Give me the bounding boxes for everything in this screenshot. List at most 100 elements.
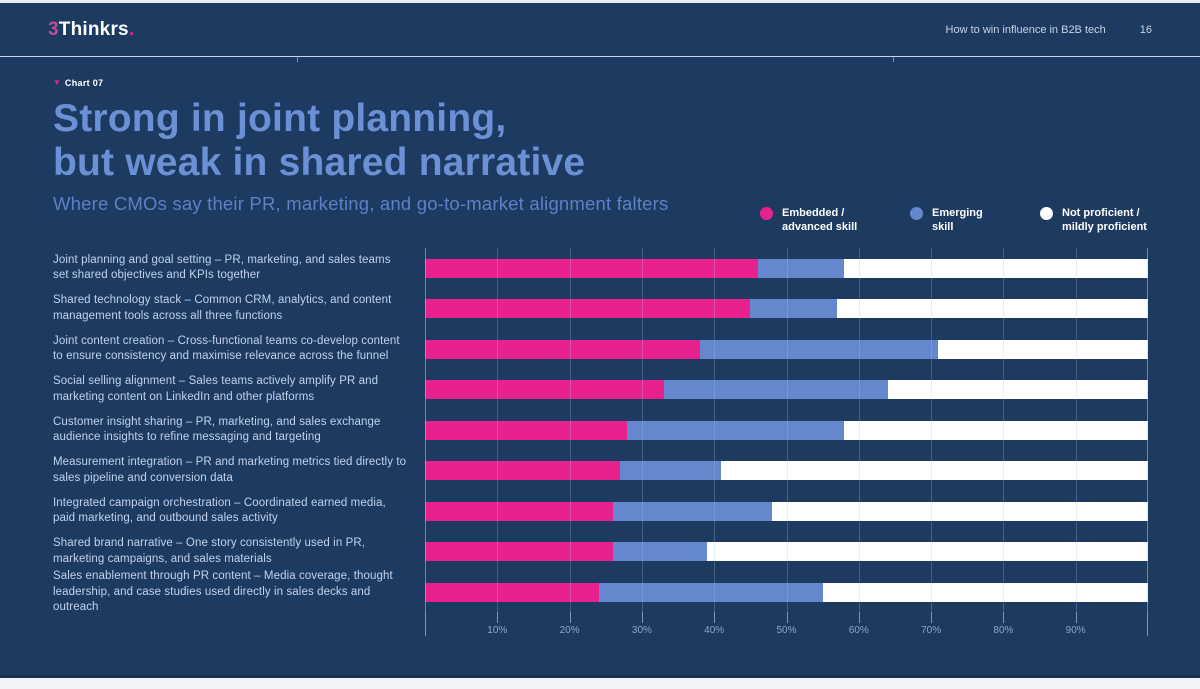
legend-label: Emerging skill bbox=[932, 207, 983, 234]
axis-tick-label: 20% bbox=[559, 625, 580, 637]
bar-segment-emerging-skill bbox=[627, 420, 845, 440]
logo-prefix: 3 bbox=[48, 18, 59, 40]
bar-track bbox=[425, 258, 1148, 278]
bar-segment-embedded-advanced-skill bbox=[425, 501, 613, 521]
bar-segment-embedded-advanced-skill bbox=[425, 380, 664, 400]
header-divider-tick bbox=[893, 56, 894, 62]
bar-segment-not-proficient-mildly-proficient bbox=[844, 420, 1148, 440]
bar-track bbox=[425, 542, 1148, 562]
slide-content: ▼ Chart 07 Strong in joint planning, but … bbox=[0, 78, 1200, 642]
bar-segment-not-proficient-mildly-proficient bbox=[837, 299, 1148, 319]
brand-logo: 3Thinkrs. bbox=[48, 19, 134, 41]
stacked-bar bbox=[425, 501, 1148, 521]
bottom-page-band bbox=[0, 678, 1200, 689]
legend-item-emerging: Emerging skill bbox=[910, 206, 1040, 234]
stacked-bar bbox=[425, 461, 1148, 481]
bar-segment-emerging-skill bbox=[699, 339, 939, 359]
axis-tick bbox=[569, 612, 571, 624]
stacked-bar bbox=[425, 339, 1148, 359]
bar-segment-emerging-skill bbox=[612, 501, 773, 521]
bar-segment-emerging-skill bbox=[663, 380, 888, 400]
page-number: 16 bbox=[1139, 23, 1152, 36]
bar-segment-embedded-advanced-skill bbox=[425, 258, 758, 278]
axis-tick bbox=[1003, 612, 1005, 624]
bar-row: Integrated campaign orchestration – Coor… bbox=[53, 491, 1148, 532]
bar-segment-embedded-advanced-skill bbox=[425, 542, 613, 562]
axis-tick bbox=[858, 612, 860, 624]
logo-name: Thinkrs bbox=[58, 18, 129, 40]
legend-dot bbox=[910, 207, 923, 220]
axis-tick-label: 50% bbox=[776, 625, 797, 637]
legend-label: Not proficient / mildly proficient bbox=[1062, 207, 1147, 234]
bar-track bbox=[425, 501, 1148, 521]
legend-dot bbox=[1040, 207, 1053, 220]
category-label: Joint content creation – Cross-functiona… bbox=[53, 334, 400, 363]
bar-row: Joint planning and goal setting – PR, ma… bbox=[53, 248, 1148, 289]
title-line-2: but weak in shared narrative bbox=[53, 141, 586, 185]
subtitle: Where CMOs say their PR, marketing, and … bbox=[53, 192, 669, 214]
axis-tick-label: 80% bbox=[993, 625, 1014, 637]
legend: Embedded / advanced skill Emerging skill N… bbox=[760, 206, 1160, 234]
bar-track bbox=[425, 339, 1148, 359]
stacked-bar bbox=[425, 582, 1148, 602]
legend-label: Embedded / advanced skill bbox=[782, 207, 858, 234]
bar-track bbox=[425, 461, 1148, 481]
title-line-1: Strong in joint planning, bbox=[53, 97, 507, 140]
bar-segment-not-proficient-mildly-proficient bbox=[938, 339, 1148, 359]
chart-tag: ▼ Chart 07 bbox=[53, 78, 1148, 88]
axis-tick bbox=[1147, 612, 1148, 637]
category-label: Sales enablement through PR content – Me… bbox=[53, 570, 393, 613]
bar-row: Shared technology stack – Common CRM, an… bbox=[53, 288, 1148, 329]
bar-row: Measurement integration – PR and marketi… bbox=[53, 450, 1148, 491]
triangle-marker-icon: ▼ bbox=[53, 78, 61, 87]
stacked-bar bbox=[425, 542, 1148, 562]
bar-segment-embedded-advanced-skill bbox=[425, 582, 599, 602]
header-right: How to win influence in B2B tech 16 bbox=[946, 24, 1152, 36]
bar-segment-not-proficient-mildly-proficient bbox=[844, 258, 1148, 278]
legend-dot bbox=[760, 207, 773, 220]
bar-segment-not-proficient-mildly-proficient bbox=[721, 461, 1148, 481]
bar-segment-emerging-skill bbox=[750, 299, 838, 319]
category-label: Shared brand narrative – One story consi… bbox=[53, 537, 366, 565]
bar-segment-emerging-skill bbox=[620, 461, 722, 481]
legend-item-embedded: Embedded / advanced skill bbox=[760, 206, 910, 234]
bar-segment-not-proficient-mildly-proficient bbox=[822, 582, 1148, 602]
stacked-bar bbox=[425, 380, 1148, 400]
header: 3Thinkrs. How to win influence in B2B te… bbox=[0, 3, 1200, 62]
category-label: Social selling alignment – Sales teams a… bbox=[53, 375, 379, 403]
bar-segment-emerging-skill bbox=[598, 582, 823, 602]
bar-track bbox=[425, 380, 1148, 400]
axis-tick bbox=[497, 612, 499, 624]
legend-item-not-proficient: Not proficient / mildly proficient bbox=[1040, 206, 1160, 234]
bar-track bbox=[425, 582, 1148, 602]
bar-segment-emerging-skill bbox=[757, 258, 845, 278]
axis-tick-label: 10% bbox=[487, 625, 508, 637]
bar-segment-embedded-advanced-skill bbox=[425, 339, 700, 359]
category-label: Shared technology stack – Common CRM, an… bbox=[53, 294, 392, 322]
bar-segment-emerging-skill bbox=[612, 542, 707, 562]
logo-period: . bbox=[128, 18, 135, 40]
chart-rows: Joint planning and goal setting – PR, ma… bbox=[53, 247, 1148, 613]
bar-segment-embedded-advanced-skill bbox=[425, 420, 628, 440]
top-accent-line bbox=[0, 0, 1200, 3]
bar-segment-embedded-advanced-skill bbox=[425, 461, 621, 481]
x-axis: 10% 20% 30% 40% 50% 60% 70% 80% 90% bbox=[425, 612, 1148, 642]
axis-tick bbox=[425, 612, 426, 637]
document-title: How to win influence in B2B tech bbox=[945, 23, 1106, 36]
category-label: Integrated campaign orchestration – Coor… bbox=[53, 496, 386, 525]
page-title: Strong in joint planning, but weak in sha… bbox=[53, 97, 1148, 186]
axis-tick-label: 30% bbox=[631, 625, 652, 637]
bar-segment-embedded-advanced-skill bbox=[425, 299, 751, 319]
axis-tick-label: 70% bbox=[921, 625, 942, 637]
bar-track bbox=[425, 420, 1148, 440]
bar-segment-not-proficient-mildly-proficient bbox=[706, 542, 1148, 562]
axis-tick-label: 40% bbox=[704, 625, 725, 637]
bar-track bbox=[425, 299, 1148, 319]
axis-tick bbox=[641, 612, 643, 624]
axis-tick bbox=[714, 612, 716, 624]
bar-segment-not-proficient-mildly-proficient bbox=[887, 380, 1148, 400]
category-label: Joint planning and goal setting – PR, ma… bbox=[53, 253, 391, 282]
bar-row: Sales enablement through PR content – Me… bbox=[53, 570, 1148, 613]
axis-tick-label: 90% bbox=[1065, 625, 1086, 637]
